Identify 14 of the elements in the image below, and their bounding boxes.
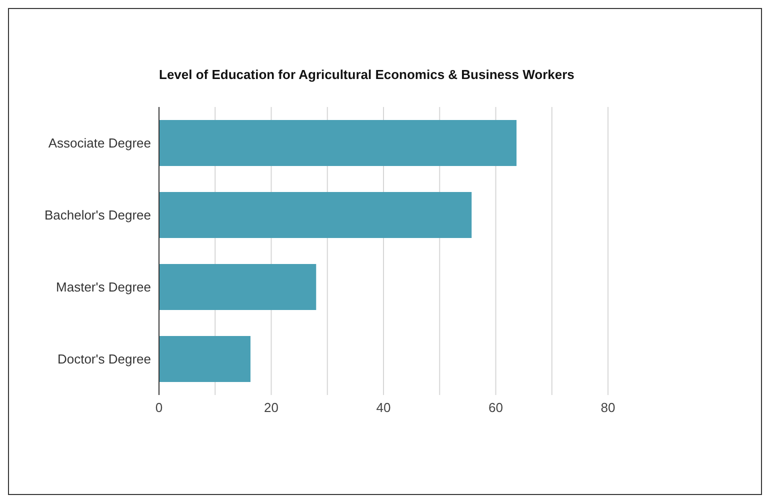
y-tick-label: Bachelor's Degree bbox=[44, 208, 151, 223]
x-tick-label: 40 bbox=[376, 400, 391, 416]
chart-title: Level of Education for Agricultural Economics & Business Workers bbox=[159, 67, 574, 82]
x-tick-label: 20 bbox=[264, 400, 278, 416]
x-tick-label: 0 bbox=[155, 400, 163, 416]
bar bbox=[159, 336, 250, 382]
bar bbox=[159, 120, 517, 166]
x-tick-label: 80 bbox=[600, 400, 616, 416]
y-tick-label: Doctor's Degree bbox=[57, 352, 151, 367]
y-tick-label: Associate Degree bbox=[48, 136, 151, 151]
y-tick-label: Master's Degree bbox=[56, 280, 151, 295]
bar bbox=[159, 192, 472, 238]
bar bbox=[159, 264, 316, 310]
x-tick-label: 60 bbox=[488, 400, 503, 416]
